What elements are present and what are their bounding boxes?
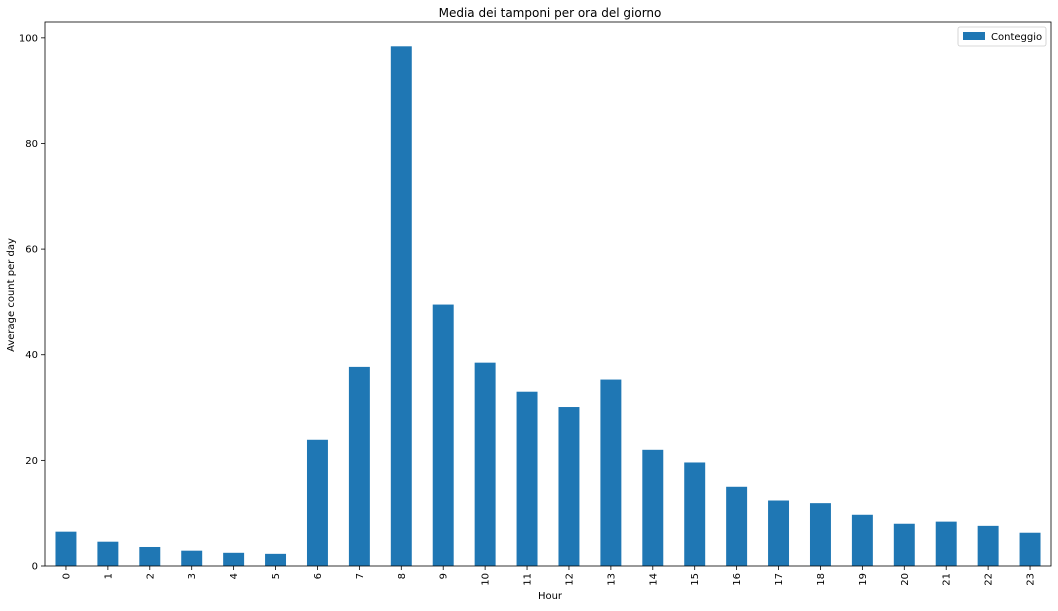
bar-9 xyxy=(432,304,454,566)
bar-20 xyxy=(893,523,915,566)
y-tick-label: 100 xyxy=(19,33,38,44)
bar-14 xyxy=(642,449,664,566)
bar-15 xyxy=(684,462,706,566)
legend-swatch xyxy=(963,32,985,40)
y-axis-label: Average count per day xyxy=(6,238,17,352)
bar-8 xyxy=(390,46,412,567)
x-tick-label: 19 xyxy=(858,573,869,586)
bar-12 xyxy=(558,407,580,566)
legend: Conteggio xyxy=(957,26,1047,47)
x-tick-label: 6 xyxy=(313,573,324,579)
x-tick-label: 21 xyxy=(942,573,953,586)
plot-area xyxy=(44,21,1052,567)
x-tick-label: 3 xyxy=(187,573,198,579)
bar-3 xyxy=(181,550,203,566)
x-tick-label: 20 xyxy=(900,573,911,586)
x-tick-label: 22 xyxy=(984,573,995,586)
x-tick-label: 13 xyxy=(606,573,617,586)
bar-5 xyxy=(265,553,287,566)
x-tick-label: 15 xyxy=(690,573,701,586)
legend-label: Conteggio xyxy=(991,32,1042,43)
x-tick-label: 10 xyxy=(481,573,492,586)
chart-title: Media dei tamponi per ora del giorno xyxy=(439,6,662,20)
x-tick-label: 11 xyxy=(523,573,534,586)
y-tick-label: 0 xyxy=(32,562,38,573)
x-tick-label: 17 xyxy=(774,573,785,586)
x-tick-label: 14 xyxy=(648,573,659,586)
x-tick-label: 16 xyxy=(732,573,743,586)
x-axis: 0 1 2 3 4 5 6 7 8 9 10 11 12 13 14 15 16 17 18 19 20 21 22 23 xyxy=(61,566,1037,586)
x-tick-label: 8 xyxy=(397,573,408,579)
bar-22 xyxy=(977,525,999,566)
x-tick-label: 18 xyxy=(816,573,827,586)
x-tick-label: 23 xyxy=(1026,573,1037,586)
bar-0 xyxy=(55,531,77,566)
x-axis-label: Hour xyxy=(538,591,563,602)
legend-box xyxy=(957,26,1047,47)
x-tick-label: 9 xyxy=(439,573,450,579)
x-tick-label: 5 xyxy=(271,573,282,579)
x-tick-label: 12 xyxy=(564,573,575,586)
y-tick-label: 80 xyxy=(25,139,38,150)
bar-23 xyxy=(1019,532,1041,566)
bar-16 xyxy=(726,486,748,566)
bar-1 xyxy=(97,541,119,566)
plot-frame xyxy=(44,21,1052,567)
y-tick-label: 60 xyxy=(25,245,38,256)
bar-11 xyxy=(516,391,538,566)
x-tick-label: 4 xyxy=(229,573,240,579)
y-tick-label: 20 xyxy=(25,456,38,467)
bar-2 xyxy=(139,546,161,566)
x-tick-label: 0 xyxy=(61,573,72,579)
bar-19 xyxy=(851,514,873,566)
y-axis: 0 20 40 60 80 100 xyxy=(19,33,45,573)
x-tick-label: 1 xyxy=(103,573,114,579)
bar-18 xyxy=(809,503,831,566)
bar-13 xyxy=(600,379,622,566)
bar-7 xyxy=(348,366,370,566)
x-tick-label: 2 xyxy=(145,573,156,579)
y-tick-label: 40 xyxy=(25,350,38,361)
bar-10 xyxy=(474,362,496,566)
x-tick-label: 7 xyxy=(355,573,366,579)
bar-21 xyxy=(935,521,957,566)
bar-17 xyxy=(768,500,790,566)
bar-4 xyxy=(223,552,245,566)
bar-6 xyxy=(306,439,328,566)
